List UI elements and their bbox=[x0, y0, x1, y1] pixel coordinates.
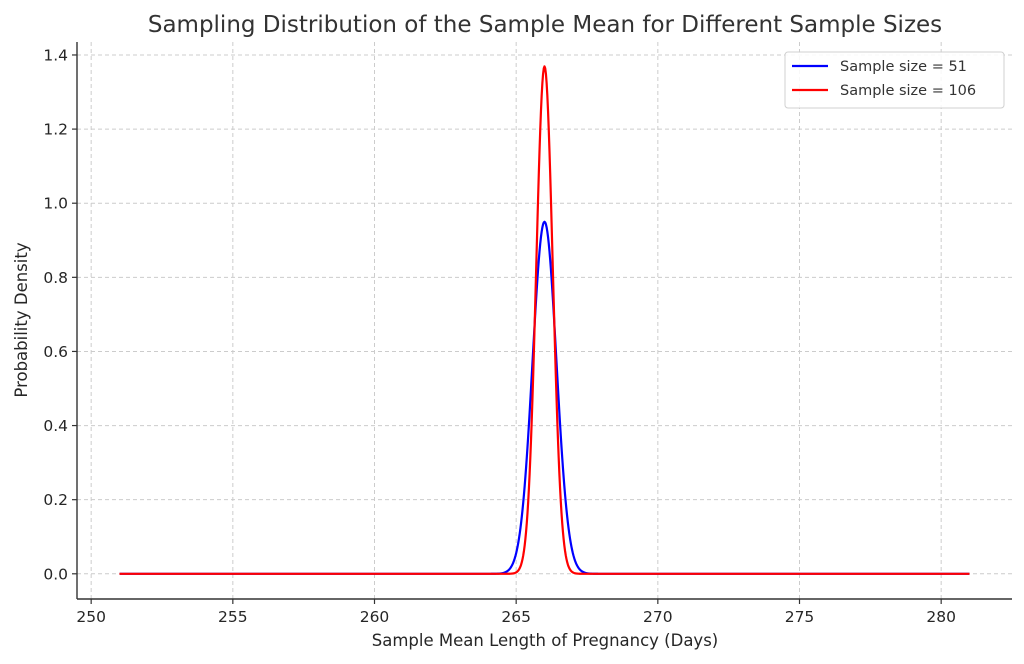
y-gridlines bbox=[77, 54, 1012, 575]
x-tick-label: 255 bbox=[218, 608, 248, 626]
series-line-sample-size-51 bbox=[119, 220, 970, 575]
legend-box bbox=[784, 51, 1005, 109]
x-tick-label: 250 bbox=[76, 608, 106, 626]
legend-label-106: Sample size = 106 bbox=[840, 83, 976, 99]
x-gridlines bbox=[90, 42, 942, 599]
y-tick-label: 1.4 bbox=[43, 46, 68, 64]
y-ticks: 0.0 0.2 0.4 0.6 0.8 1.0 1.2 1.4 bbox=[43, 46, 77, 583]
x-tick-label: 260 bbox=[360, 608, 390, 626]
y-tick-label: 0.6 bbox=[43, 343, 68, 361]
x-tick-label: 280 bbox=[926, 608, 956, 626]
x-axis-label: Sample Mean Length of Pregnancy (Days) bbox=[372, 631, 718, 650]
y-tick-label: 1.0 bbox=[43, 195, 68, 213]
y-axis-label: Probability Density bbox=[12, 242, 31, 397]
series-line-sample-size-106 bbox=[119, 65, 970, 575]
series-lines bbox=[119, 65, 970, 575]
chart-title: Sampling Distribution of the Sample Mean… bbox=[148, 12, 942, 38]
y-tick-label: 0.4 bbox=[43, 417, 68, 435]
y-tick-label: 0.2 bbox=[43, 491, 68, 509]
x-ticks: 250 255 260 265 270 275 280 bbox=[76, 599, 956, 626]
legend-label-51: Sample size = 51 bbox=[840, 59, 967, 75]
y-tick-label: 1.2 bbox=[43, 121, 68, 139]
x-tick-label: 275 bbox=[785, 608, 815, 626]
y-tick-label: 0.8 bbox=[43, 269, 68, 287]
x-tick-label: 265 bbox=[501, 608, 531, 626]
x-tick-label: 270 bbox=[643, 608, 673, 626]
legend: Sample size = 51 Sample size = 106 bbox=[784, 51, 1005, 109]
y-tick-label: 0.0 bbox=[43, 565, 68, 583]
